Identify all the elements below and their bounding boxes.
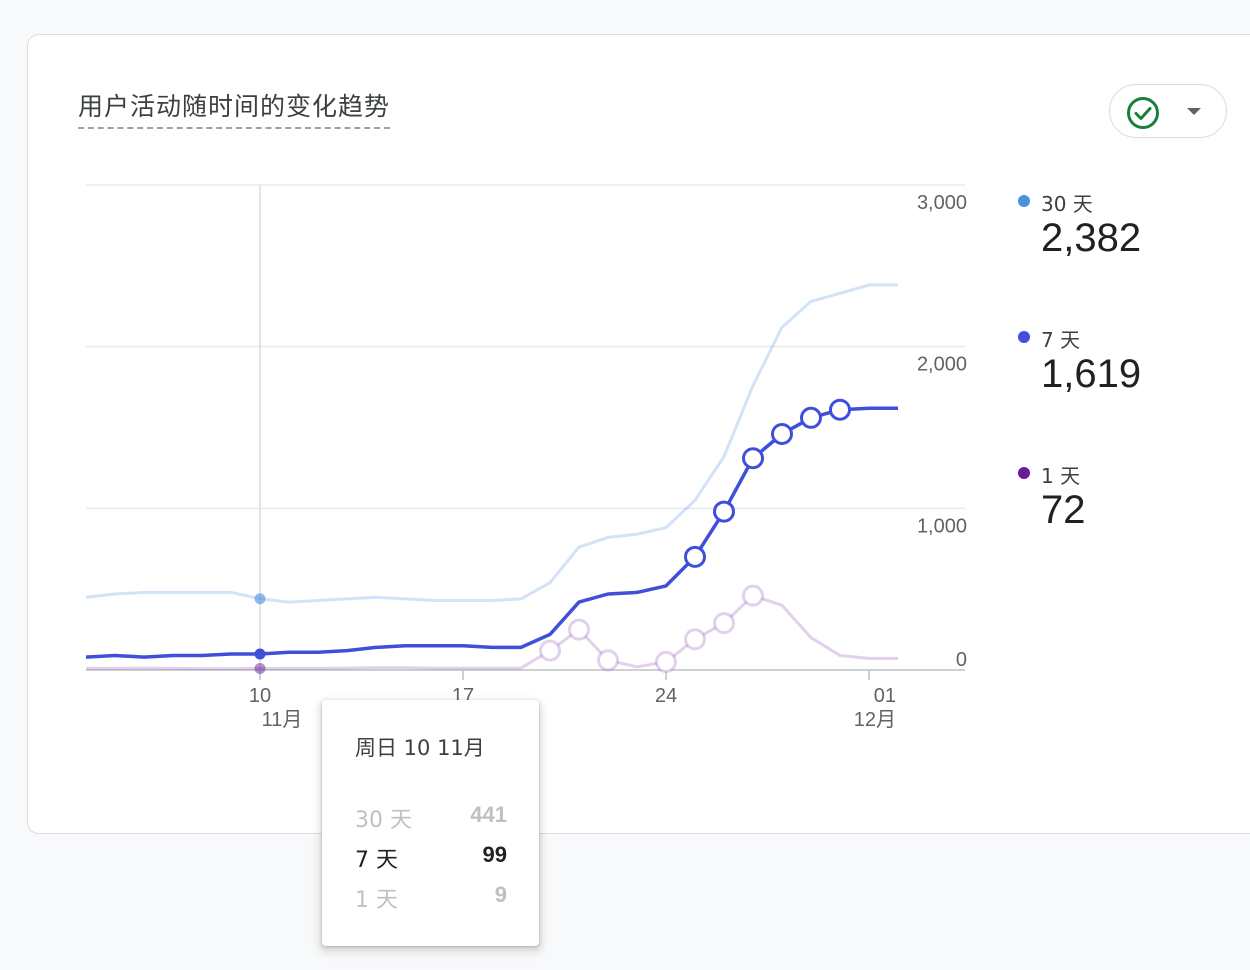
tooltip-row-label: 1 天: [355, 888, 398, 913]
tooltip-row-30d: 30 天 441: [355, 802, 507, 833]
series-7d-point: [829, 398, 851, 421]
x-tick-month-label: 12月: [854, 709, 896, 731]
legend-series-name: 1 天: [1041, 464, 1081, 488]
caret-down-icon: [1187, 108, 1201, 115]
x-tick-label: 10: [249, 685, 271, 707]
legend-series-value: 1,619: [1041, 352, 1142, 396]
tooltip-row-value: 9: [494, 882, 507, 907]
tooltip-title: 周日 10 11月: [355, 736, 485, 760]
y-tick-label: 0: [956, 649, 967, 671]
x-tick-month-label: 11月: [262, 709, 303, 731]
legend-color-dot: [1018, 467, 1030, 479]
x-tick-label: 01: [874, 685, 896, 707]
legend-color-dot: [1018, 195, 1030, 207]
hover-point-30d: [254, 593, 266, 605]
x-tick-label: 24: [655, 685, 677, 707]
tooltip-row-value: 99: [482, 842, 507, 867]
hover-point-7d: [254, 648, 266, 660]
series-1d-line: [86, 594, 898, 671]
tooltip-row-label: 30 天: [355, 808, 412, 833]
tooltip-row-label: 7 天: [355, 848, 398, 873]
chart-tooltip: 周日 10 11月 30 天 441 7 天 99 1 天 9: [322, 700, 539, 946]
series-1d-point: [597, 649, 619, 672]
y-tick-label: 3,000: [917, 192, 967, 214]
series-1d-point: [539, 639, 561, 662]
legend-series-name: 7 天: [1041, 328, 1081, 352]
chart-card: 用户活动随时间的变化趋势: [27, 34, 1250, 834]
series-1d-point: [568, 618, 590, 641]
check-circle-icon: [1127, 97, 1159, 129]
series-7d-point: [771, 422, 793, 445]
series-7d-point: [713, 500, 735, 523]
series-7d-line: [85, 406, 898, 659]
card-title[interactable]: 用户活动随时间的变化趋势: [78, 87, 391, 129]
series-1d-point: [684, 628, 706, 651]
y-tick-label: 2,000: [917, 354, 967, 376]
y-tick-label: 1,000: [917, 515, 967, 537]
tooltip-row-7d: 7 天 99: [355, 842, 507, 873]
tooltip-row-1d: 1 天 9: [355, 882, 507, 913]
series-7d-point: [742, 447, 764, 470]
status-dropdown-button[interactable]: [1109, 84, 1227, 138]
series-7d-point: [684, 545, 706, 568]
series-1d-point: [742, 584, 764, 607]
tooltip-row-value: 441: [470, 802, 507, 827]
legend-color-dot: [1018, 331, 1030, 343]
legend-series-value: 2,382: [1041, 216, 1142, 260]
series-1d-point: [655, 650, 677, 673]
hover-point-1d: [254, 663, 266, 675]
legend-series-value: 72: [1041, 488, 1086, 532]
series-30d-line: [85, 283, 898, 604]
legend-series-name: 30 天: [1041, 192, 1093, 216]
series-1d-point: [713, 612, 735, 635]
series-7d-point: [800, 406, 822, 429]
